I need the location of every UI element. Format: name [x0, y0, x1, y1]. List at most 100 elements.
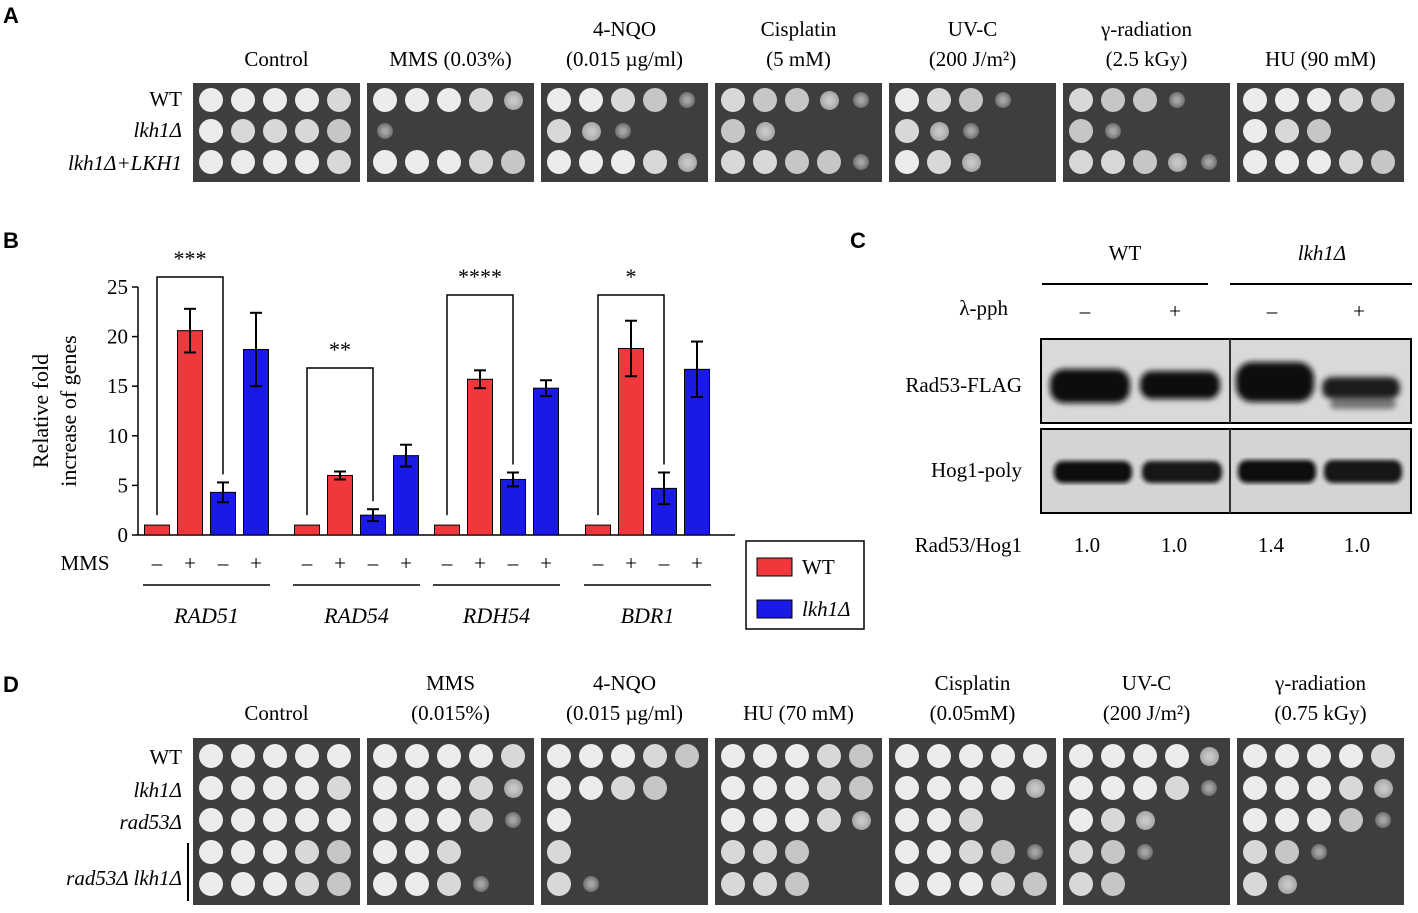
yeast-spot [199, 119, 223, 143]
yeast-spot [1311, 844, 1327, 860]
yeast-spot [199, 88, 223, 112]
yeast-spot [721, 872, 745, 896]
yeast-spot [1165, 776, 1189, 800]
strain-bracket [187, 843, 189, 901]
yeast-spot [581, 121, 601, 141]
yeast-spot [327, 840, 351, 864]
yeast-spot [1101, 744, 1125, 768]
yeast-spot [1371, 150, 1395, 174]
yeast-spot [995, 92, 1011, 108]
yeast-spot [929, 121, 949, 141]
yeast-spot [1243, 872, 1267, 896]
agar-plate [1237, 83, 1404, 182]
yeast-spot [501, 744, 525, 768]
yeast-spot [721, 119, 745, 143]
significance-stars: ** [329, 337, 351, 362]
yeast-spot [1243, 88, 1267, 112]
yeast-spot [1101, 150, 1125, 174]
yeast-spot [895, 808, 919, 832]
yeast-spot [643, 744, 667, 768]
mms-sign: – [658, 551, 670, 575]
yeast-spot [721, 88, 745, 112]
yeast-spot [959, 744, 983, 768]
bar [467, 378, 493, 536]
gene-label: RAD54 [323, 603, 389, 628]
legend-swatch [756, 599, 793, 619]
agar-plate [367, 738, 534, 905]
y-tick-label: 15 [107, 374, 128, 398]
yeast-spot [469, 150, 493, 174]
yeast-spot [377, 123, 393, 139]
agar-plate [1063, 738, 1230, 905]
yeast-spot [1307, 744, 1331, 768]
yeast-spot [1023, 872, 1047, 896]
yeast-spot [295, 808, 319, 832]
yeast-spot [437, 744, 461, 768]
yeast-spot [785, 872, 809, 896]
yeast-spot [1373, 778, 1393, 798]
mms-sign: – [507, 551, 519, 575]
yeast-spot [1201, 154, 1217, 170]
yeast-spot [991, 776, 1015, 800]
yeast-spot [615, 123, 631, 139]
yeast-spot [1307, 776, 1331, 800]
yeast-spot [547, 808, 571, 832]
yeast-spot [1133, 88, 1157, 112]
yeast-spot [895, 150, 919, 174]
condition-label: MMS [425, 671, 476, 695]
panel-c-label: C [850, 228, 866, 253]
yeast-spot [295, 150, 319, 174]
yeast-spot [295, 776, 319, 800]
yeast-spot [1339, 808, 1363, 832]
yeast-spot [817, 776, 841, 800]
condition-label: (0.05mM) [929, 701, 1016, 725]
yeast-spot [1105, 123, 1121, 139]
yeast-spot [437, 150, 461, 174]
mms-sign: + [625, 551, 637, 575]
yeast-spot [1069, 88, 1093, 112]
mms-sign: + [691, 551, 703, 575]
yeast-spot [927, 776, 951, 800]
yeast-spot [547, 744, 571, 768]
yeast-spot [1275, 150, 1299, 174]
yeast-spot [373, 808, 397, 832]
bar [585, 524, 611, 536]
strain-label: WT [149, 745, 182, 769]
group-underline-wt [1042, 283, 1208, 285]
yeast-spot [547, 840, 571, 864]
yeast-spot [1135, 810, 1155, 830]
mms-label: MMS [60, 551, 109, 575]
yeast-spot [611, 744, 635, 768]
yeast-spot [849, 776, 873, 800]
condition-label: (0.015%) [411, 701, 490, 725]
yeast-spot [263, 150, 287, 174]
yeast-spot [961, 152, 981, 172]
bar [327, 474, 353, 536]
y-axis-label-line2: increase of genes [56, 335, 81, 486]
yeast-spot [1275, 840, 1299, 864]
yeast-spot [327, 150, 351, 174]
yeast-spot [373, 150, 397, 174]
ratio-lane-2: 1.0 [1160, 533, 1188, 557]
yeast-spot [851, 810, 871, 830]
strain-label: lkh1Δ [133, 778, 182, 802]
yeast-spot [753, 150, 777, 174]
panel-d-label: D [3, 672, 19, 697]
yeast-spot [327, 744, 351, 768]
condition-label: MMS (0.03%) [389, 47, 512, 71]
yeast-spot [753, 744, 777, 768]
yeast-spot [1339, 150, 1363, 174]
condition-label: Control [244, 701, 309, 725]
yeast-spot [579, 744, 603, 768]
yeast-spot [231, 744, 255, 768]
yeast-spot [755, 121, 775, 141]
y-tick-label: 5 [118, 473, 129, 497]
yeast-spot [1069, 150, 1093, 174]
yeast-spot [437, 88, 461, 112]
significance-bracket [156, 276, 224, 516]
yeast-spot [785, 88, 809, 112]
yeast-spot [263, 808, 287, 832]
yeast-spot [643, 776, 667, 800]
yeast-spot [1275, 119, 1299, 143]
mms-sign: + [250, 551, 262, 575]
